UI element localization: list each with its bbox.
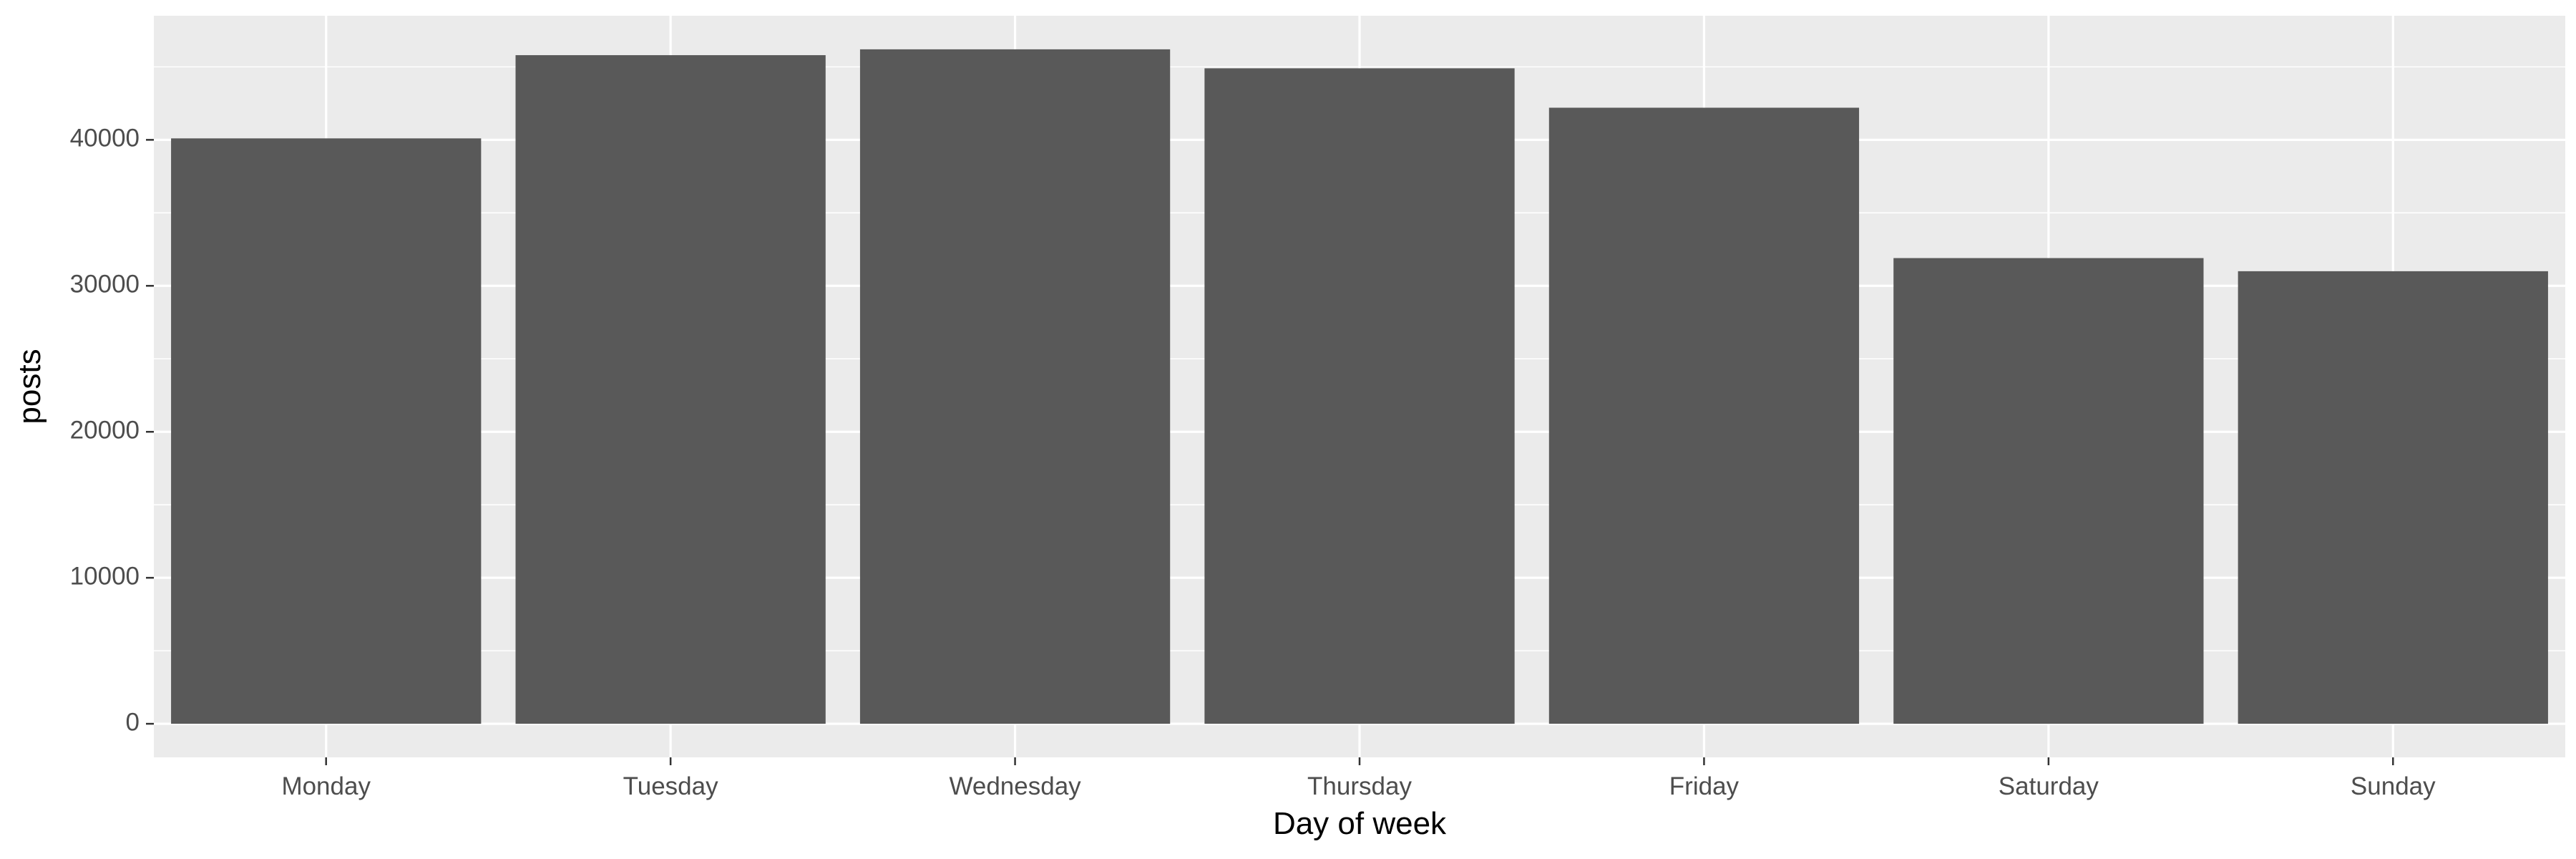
y-tick-label: 0: [126, 708, 140, 736]
y-axis-ticks: 0 10000 20000 30000 40000: [70, 125, 154, 736]
y-tick-label: 10000: [70, 562, 140, 590]
x-axis-ticks: Monday Tuesday Wednesday Thursday Friday Satu…: [281, 757, 2436, 800]
bar-friday: [1548, 107, 1860, 724]
y-axis-title: posts: [12, 349, 47, 424]
y-tick-label: 30000: [70, 271, 140, 299]
y-tick-label: 20000: [70, 416, 140, 444]
x-tick-label-saturday: Saturday: [1999, 772, 2099, 800]
x-tick-label-tuesday: Tuesday: [623, 772, 718, 800]
bars: [171, 49, 2548, 724]
x-tick-label-thursday: Thursday: [1307, 772, 1412, 800]
x-tick-label-monday: Monday: [281, 772, 371, 800]
bar-monday: [171, 138, 482, 724]
bar-sunday: [2238, 271, 2548, 724]
y-tick-label: 40000: [70, 125, 140, 152]
x-axis-title: Day of week: [1273, 806, 1447, 841]
bar-thursday: [1204, 68, 1515, 724]
x-tick-label-wednesday: Wednesday: [949, 772, 1081, 800]
x-tick-label-friday: Friday: [1669, 772, 1740, 800]
bar-tuesday: [515, 55, 826, 724]
bar-saturday: [1893, 258, 2204, 724]
bar-wednesday: [859, 49, 1171, 724]
x-tick-label-sunday: Sunday: [2351, 772, 2436, 800]
